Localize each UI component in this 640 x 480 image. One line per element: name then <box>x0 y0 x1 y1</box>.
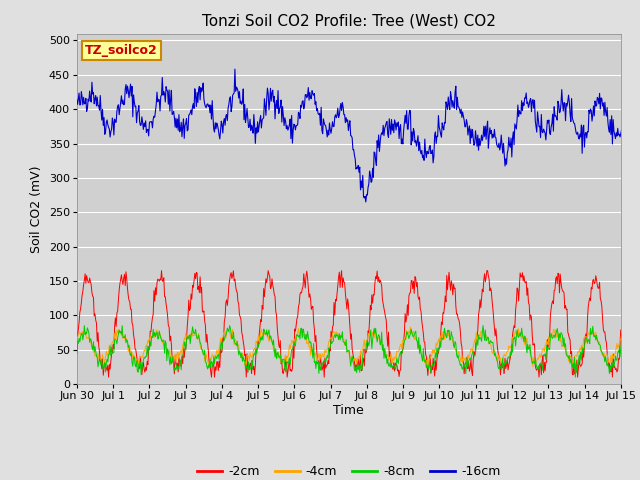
Y-axis label: Soil CO2 (mV): Soil CO2 (mV) <box>30 165 43 252</box>
Title: Tonzi Soil CO2 Profile: Tree (West) CO2: Tonzi Soil CO2 Profile: Tree (West) CO2 <box>202 13 496 28</box>
Legend: -2cm, -4cm, -8cm, -16cm: -2cm, -4cm, -8cm, -16cm <box>192 460 506 480</box>
X-axis label: Time: Time <box>333 404 364 417</box>
Text: TZ_soilco2: TZ_soilco2 <box>85 44 157 57</box>
